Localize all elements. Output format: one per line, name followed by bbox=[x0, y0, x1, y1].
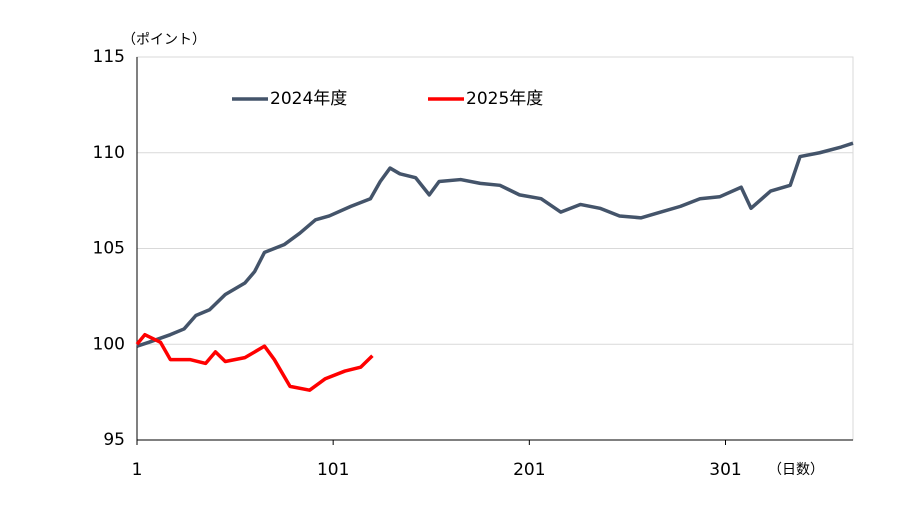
y-tick-label: 115 bbox=[93, 47, 125, 67]
x-tick-label: 1 bbox=[132, 460, 143, 480]
y-tick-label: 110 bbox=[93, 143, 125, 163]
x-tick-label: 301 bbox=[709, 460, 741, 480]
y-tick-label: 100 bbox=[93, 334, 125, 354]
x-tick-label: 101 bbox=[317, 460, 349, 480]
series-line bbox=[136, 141, 854, 348]
legend-label: 2025年度 bbox=[466, 89, 543, 109]
y-tick-label: 95 bbox=[103, 430, 125, 450]
x-axis-label: （日数） bbox=[768, 462, 824, 478]
legend-label: 2024年度 bbox=[270, 89, 347, 109]
x-tick-label: 201 bbox=[513, 460, 545, 480]
series-line bbox=[135, 332, 374, 392]
y-axis-label: （ポイント） bbox=[122, 32, 206, 48]
y-tick-label: 105 bbox=[93, 239, 125, 259]
